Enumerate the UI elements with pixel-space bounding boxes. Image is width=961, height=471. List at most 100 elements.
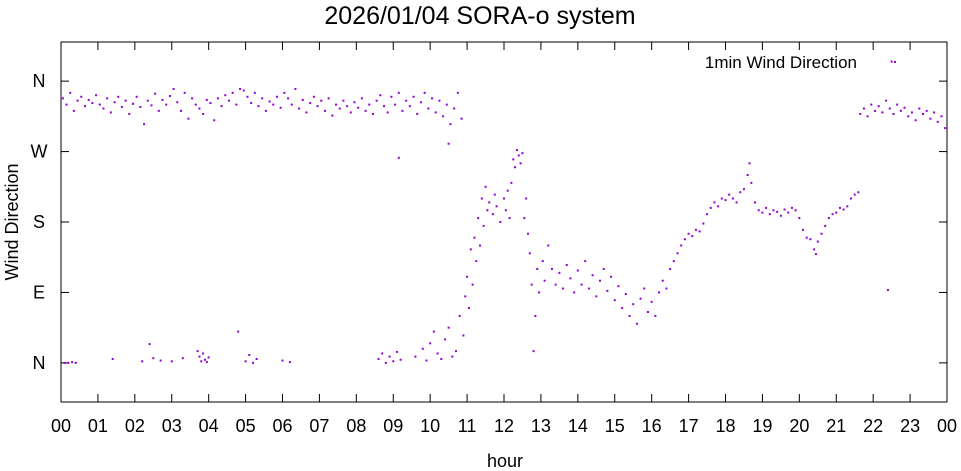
- data-point: [899, 109, 902, 112]
- data-point: [298, 107, 301, 110]
- data-point: [83, 105, 86, 108]
- data-point: [787, 211, 790, 214]
- data-point: [335, 103, 338, 106]
- data-point: [312, 95, 315, 98]
- data-point: [802, 228, 805, 231]
- data-point: [850, 197, 853, 200]
- data-point: [447, 326, 450, 329]
- data-point: [251, 361, 254, 364]
- data-point: [383, 105, 386, 108]
- data-point: [431, 97, 434, 100]
- data-point: [534, 314, 537, 317]
- data-point: [102, 107, 105, 110]
- data-point: [510, 181, 513, 184]
- data-point: [294, 87, 297, 90]
- data-point: [824, 224, 827, 227]
- data-point: [602, 267, 605, 270]
- x-tick-label: 02: [125, 416, 145, 436]
- data-point: [541, 260, 544, 263]
- data-point: [925, 109, 928, 112]
- data-point: [728, 193, 731, 196]
- data-point: [469, 248, 472, 251]
- data-point: [388, 355, 391, 358]
- data-point: [525, 197, 528, 200]
- data-point: [809, 238, 812, 241]
- data-point: [224, 94, 227, 97]
- data-point: [838, 206, 841, 209]
- data-point: [205, 361, 208, 364]
- data-point: [886, 289, 889, 292]
- x-tick-label: 21: [826, 416, 846, 436]
- data-point: [246, 95, 249, 98]
- data-point: [816, 240, 819, 243]
- x-tick-label: 16: [642, 416, 662, 436]
- data-point: [392, 360, 395, 363]
- data-point: [628, 314, 631, 317]
- data-point: [161, 98, 164, 101]
- data-point: [447, 142, 450, 145]
- data-point: [643, 287, 646, 290]
- data-point: [235, 103, 238, 106]
- data-point: [194, 103, 197, 106]
- data-point: [547, 244, 550, 247]
- data-point: [427, 107, 430, 110]
- data-point: [146, 99, 149, 102]
- data-point: [148, 343, 151, 346]
- data-point: [323, 109, 326, 112]
- data-point: [576, 269, 579, 272]
- data-point: [739, 191, 742, 194]
- data-point: [757, 209, 760, 212]
- data-point: [61, 97, 64, 100]
- data-point: [713, 201, 716, 204]
- data-point: [918, 107, 921, 110]
- data-point: [244, 360, 247, 363]
- data-point: [595, 295, 598, 298]
- data-point: [141, 360, 144, 363]
- x-tick-label: 15: [605, 416, 625, 436]
- data-point: [870, 103, 873, 106]
- data-point: [698, 230, 701, 233]
- data-point: [665, 287, 668, 290]
- data-point: [835, 211, 838, 214]
- data-point: [74, 361, 77, 364]
- data-point: [287, 97, 290, 100]
- data-point: [853, 193, 856, 196]
- data-point: [394, 103, 397, 106]
- data-point: [536, 267, 539, 270]
- y-tick-label: N: [33, 353, 46, 373]
- data-point: [580, 283, 583, 286]
- data-point: [416, 113, 419, 115]
- data-point: [353, 101, 356, 104]
- data-point: [168, 95, 171, 97]
- data-point: [562, 287, 565, 290]
- data-point: [414, 355, 417, 358]
- data-point: [216, 97, 219, 100]
- data-point: [944, 127, 947, 130]
- data-point: [621, 307, 624, 310]
- x-axis-label: hour: [487, 451, 523, 471]
- data-point: [702, 222, 705, 225]
- data-point: [669, 267, 672, 270]
- data-point: [874, 109, 877, 112]
- data-point: [338, 107, 341, 110]
- data-point: [205, 98, 208, 101]
- y-tick-label: W: [31, 142, 48, 162]
- data-point: [735, 201, 738, 204]
- data-point: [250, 102, 253, 105]
- data-point: [761, 211, 764, 214]
- data-point: [131, 102, 134, 105]
- data-point: [98, 103, 101, 106]
- data-point: [613, 299, 616, 302]
- data-point: [456, 91, 459, 94]
- data-point: [742, 188, 745, 191]
- data-point: [554, 283, 557, 286]
- data-point: [606, 289, 609, 292]
- data-point: [936, 120, 939, 123]
- data-point: [453, 107, 456, 110]
- data-point: [632, 303, 635, 306]
- data-point: [550, 267, 553, 270]
- data-point: [933, 111, 936, 114]
- x-tick-label: 19: [752, 416, 772, 436]
- data-point: [506, 189, 509, 192]
- data-point: [451, 355, 454, 358]
